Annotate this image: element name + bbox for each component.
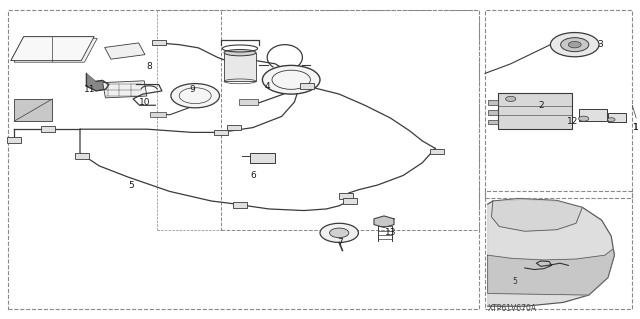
Text: 9: 9 bbox=[189, 85, 195, 94]
Polygon shape bbox=[14, 38, 97, 62]
Bar bbox=[150, 112, 166, 117]
Bar bbox=[41, 126, 55, 132]
Polygon shape bbox=[86, 73, 109, 91]
Bar bbox=[485, 191, 632, 309]
Bar bbox=[103, 81, 147, 98]
Bar bbox=[14, 99, 52, 121]
Text: 1: 1 bbox=[634, 123, 639, 132]
Polygon shape bbox=[488, 249, 614, 295]
Bar bbox=[152, 40, 166, 45]
Bar bbox=[339, 193, 353, 199]
Text: 3: 3 bbox=[598, 40, 603, 49]
Circle shape bbox=[506, 96, 516, 101]
Circle shape bbox=[568, 41, 581, 48]
Text: 7: 7 bbox=[338, 238, 343, 247]
Bar bbox=[485, 10, 632, 198]
Text: 5: 5 bbox=[512, 277, 517, 286]
Text: 1: 1 bbox=[634, 123, 639, 132]
Circle shape bbox=[550, 33, 599, 57]
Bar bbox=[488, 100, 498, 105]
Bar bbox=[224, 53, 256, 81]
Text: XTP61V670A: XTP61V670A bbox=[488, 304, 537, 313]
Bar bbox=[250, 153, 275, 163]
Bar bbox=[227, 125, 241, 130]
Bar bbox=[300, 83, 314, 89]
Bar bbox=[214, 130, 228, 135]
Circle shape bbox=[330, 228, 349, 238]
Polygon shape bbox=[11, 37, 94, 61]
Polygon shape bbox=[488, 199, 614, 306]
Circle shape bbox=[579, 116, 589, 121]
Bar bbox=[75, 153, 89, 159]
Bar bbox=[498, 93, 572, 129]
Ellipse shape bbox=[224, 49, 256, 56]
Bar bbox=[8, 10, 479, 309]
Text: 12: 12 bbox=[567, 117, 579, 126]
Polygon shape bbox=[11, 37, 94, 61]
Text: 5: 5 bbox=[129, 181, 134, 189]
Bar bbox=[488, 110, 498, 115]
Polygon shape bbox=[492, 198, 582, 231]
Bar bbox=[579, 109, 607, 121]
Text: 10: 10 bbox=[139, 98, 150, 107]
Text: 6: 6 bbox=[250, 171, 255, 180]
Bar bbox=[239, 99, 258, 105]
Bar bbox=[221, 10, 479, 230]
Text: 8: 8 bbox=[147, 63, 152, 71]
Text: 4: 4 bbox=[265, 82, 270, 91]
Bar bbox=[430, 149, 444, 154]
Text: 13: 13 bbox=[385, 228, 396, 237]
Circle shape bbox=[607, 118, 615, 122]
Text: 2: 2 bbox=[538, 101, 543, 110]
Bar bbox=[488, 120, 498, 124]
Bar bbox=[608, 113, 626, 122]
Bar bbox=[7, 137, 21, 143]
Circle shape bbox=[171, 84, 220, 108]
Bar bbox=[343, 198, 357, 204]
Circle shape bbox=[262, 65, 320, 94]
Bar bbox=[233, 202, 247, 208]
Circle shape bbox=[320, 223, 358, 242]
Circle shape bbox=[561, 38, 589, 52]
Bar bbox=[105, 43, 145, 59]
Polygon shape bbox=[374, 216, 394, 227]
Text: 11: 11 bbox=[84, 85, 95, 94]
